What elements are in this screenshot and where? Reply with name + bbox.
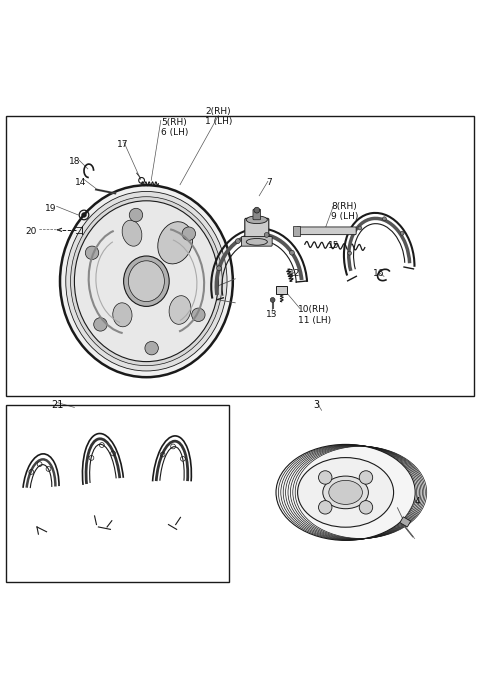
Ellipse shape xyxy=(71,197,222,365)
Circle shape xyxy=(236,239,240,244)
Bar xyxy=(400,517,411,527)
Bar xyxy=(276,286,287,294)
Text: 13: 13 xyxy=(266,310,278,319)
Circle shape xyxy=(270,298,275,302)
Text: 15: 15 xyxy=(328,242,339,251)
Text: 8(RH)
9 (LH): 8(RH) 9 (LH) xyxy=(331,202,359,221)
FancyBboxPatch shape xyxy=(253,209,261,220)
Ellipse shape xyxy=(122,220,142,246)
Circle shape xyxy=(182,227,195,240)
Circle shape xyxy=(400,231,404,235)
Ellipse shape xyxy=(66,192,227,371)
Text: 18: 18 xyxy=(69,157,80,166)
Circle shape xyxy=(129,208,143,221)
Circle shape xyxy=(359,500,372,514)
FancyBboxPatch shape xyxy=(241,237,272,246)
Bar xyxy=(293,226,300,235)
Circle shape xyxy=(348,251,351,255)
Circle shape xyxy=(85,246,99,260)
Ellipse shape xyxy=(246,239,267,245)
Text: 10(RH)
11 (LH): 10(RH) 11 (LH) xyxy=(298,305,331,325)
Bar xyxy=(6,405,229,582)
Circle shape xyxy=(359,471,372,484)
Circle shape xyxy=(192,308,205,322)
Ellipse shape xyxy=(74,201,218,362)
Ellipse shape xyxy=(298,457,394,527)
Circle shape xyxy=(289,251,294,255)
Circle shape xyxy=(358,226,362,230)
Circle shape xyxy=(82,212,86,217)
Ellipse shape xyxy=(124,256,169,307)
Ellipse shape xyxy=(329,480,362,504)
Text: 4: 4 xyxy=(415,497,420,507)
Ellipse shape xyxy=(113,303,132,327)
Ellipse shape xyxy=(276,444,415,540)
Text: 2(RH)
1 (LH): 2(RH) 1 (LH) xyxy=(204,107,232,127)
Text: 5(RH)
6 (LH): 5(RH) 6 (LH) xyxy=(161,118,188,138)
Circle shape xyxy=(383,217,386,221)
Text: 17: 17 xyxy=(117,140,128,149)
Ellipse shape xyxy=(169,295,191,325)
Circle shape xyxy=(319,471,332,484)
Circle shape xyxy=(94,318,107,331)
Circle shape xyxy=(264,233,269,237)
Text: 3: 3 xyxy=(314,400,320,410)
Ellipse shape xyxy=(246,216,267,224)
Circle shape xyxy=(319,500,332,514)
Text: 20: 20 xyxy=(25,227,37,236)
FancyBboxPatch shape xyxy=(245,218,269,244)
Text: 16: 16 xyxy=(373,269,385,278)
Circle shape xyxy=(254,208,260,213)
Text: 14: 14 xyxy=(75,178,86,187)
Circle shape xyxy=(216,266,221,271)
Text: 19: 19 xyxy=(45,204,56,213)
Ellipse shape xyxy=(60,185,233,377)
Text: 12: 12 xyxy=(288,269,300,278)
FancyBboxPatch shape xyxy=(297,227,356,235)
Text: 21: 21 xyxy=(51,400,64,410)
Bar xyxy=(6,116,474,397)
Text: 7: 7 xyxy=(266,178,272,187)
Ellipse shape xyxy=(129,261,164,302)
Circle shape xyxy=(145,341,158,355)
Ellipse shape xyxy=(158,221,192,264)
Ellipse shape xyxy=(323,476,369,509)
